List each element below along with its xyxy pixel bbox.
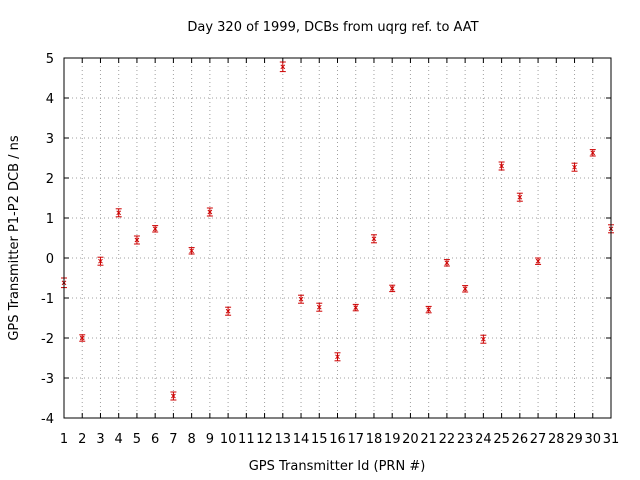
x-tick-label: 8 <box>187 432 195 447</box>
x-tick-label: 3 <box>96 432 104 447</box>
data-point <box>480 334 487 344</box>
x-tick-label: 18 <box>366 432 383 447</box>
x-tick-label: 6 <box>151 432 159 447</box>
data-point <box>316 302 323 312</box>
x-tick-label: 25 <box>493 432 510 447</box>
y-tick-label: 3 <box>46 132 54 147</box>
point-marker <box>353 305 359 310</box>
point-marker <box>462 286 468 292</box>
x-tick-label: 27 <box>530 432 547 447</box>
point-marker <box>389 286 395 291</box>
x-tick-label: 11 <box>238 432 255 447</box>
point-marker <box>116 210 122 216</box>
data-point <box>225 306 232 316</box>
data-point <box>152 225 159 233</box>
point-marker <box>590 150 596 156</box>
data-point <box>370 234 377 244</box>
plot-frame <box>63 57 612 419</box>
data-point <box>279 61 286 73</box>
x-tick-label: 17 <box>347 432 364 447</box>
data-point <box>188 247 195 255</box>
point-marker <box>371 236 377 242</box>
data-point <box>352 303 359 312</box>
data-point <box>425 305 432 314</box>
point-marker <box>134 237 140 243</box>
x-tick-label: 31 <box>603 432 620 447</box>
data-point <box>334 352 341 362</box>
y-tick-label: 1 <box>46 212 54 227</box>
x-tick-label: 28 <box>548 432 565 447</box>
x-tick-label: 19 <box>384 432 401 447</box>
y-tick-label: 5 <box>46 52 54 67</box>
x-tick-label: 9 <box>206 432 214 447</box>
y-tick-label: -1 <box>41 292 54 307</box>
data-point <box>535 257 542 265</box>
grid-layer <box>64 58 611 418</box>
point-marker <box>535 258 541 264</box>
x-tick-label: 13 <box>275 432 292 447</box>
data-point <box>498 161 505 171</box>
x-axis-label: GPS Transmitter Id (PRN #) <box>249 459 426 474</box>
point-marker <box>280 64 286 70</box>
point-marker <box>426 307 432 312</box>
point-marker <box>152 226 158 232</box>
y-tick-label: 0 <box>46 252 54 267</box>
data-point <box>589 149 596 157</box>
data-point <box>443 259 450 267</box>
point-marker <box>481 336 486 342</box>
point-marker <box>298 296 304 302</box>
data-point <box>170 391 177 401</box>
data-point <box>115 208 122 218</box>
x-tick-label: 20 <box>402 432 419 447</box>
data-point <box>206 207 213 217</box>
point-marker <box>444 260 450 266</box>
y-tick-label: -4 <box>41 412 54 427</box>
data-point <box>571 162 578 172</box>
point-marker <box>335 354 340 360</box>
y-tick-label: -2 <box>41 332 54 347</box>
point-marker <box>499 163 504 169</box>
x-tick-label: 26 <box>512 432 529 447</box>
point-marker <box>225 308 231 314</box>
x-tick-label: 10 <box>220 432 237 447</box>
chart-title: Day 320 of 1999, DCBs from uqrg ref. to … <box>187 20 478 35</box>
point-layer <box>61 61 614 401</box>
y-tick-label: 4 <box>46 92 54 107</box>
x-tick-label: 22 <box>439 432 456 447</box>
point-marker <box>316 304 322 310</box>
x-tick-label: 15 <box>311 432 328 447</box>
data-point <box>298 294 305 304</box>
y-tick-label: 2 <box>46 172 54 187</box>
x-tick-label: 5 <box>133 432 141 447</box>
x-tick-label: 24 <box>475 432 492 447</box>
point-marker <box>98 258 103 264</box>
point-marker <box>207 209 213 215</box>
point-marker <box>572 164 577 170</box>
data-point <box>389 284 396 293</box>
x-tick-label: 16 <box>329 432 346 447</box>
data-point <box>79 334 86 342</box>
point-marker <box>517 194 523 200</box>
data-point <box>133 235 140 245</box>
y-tick-label: -3 <box>41 372 54 387</box>
x-tick-label: 7 <box>169 432 177 447</box>
x-tick-label: 4 <box>115 432 123 447</box>
x-tick-label: 1 <box>60 432 68 447</box>
x-tick-label: 29 <box>566 432 583 447</box>
y-axis-label: GPS Transmitter P1-P2 DCB / ns <box>7 135 22 341</box>
x-tick-label: 14 <box>293 432 310 447</box>
point-marker <box>79 335 85 341</box>
x-tick-label: 30 <box>584 432 601 447</box>
point-marker <box>171 393 176 399</box>
data-point <box>516 192 523 202</box>
x-tick-label: 12 <box>256 432 273 447</box>
data-point <box>97 256 104 266</box>
x-tick-label: 23 <box>457 432 474 447</box>
point-marker <box>189 248 194 254</box>
x-tick-label: 21 <box>420 432 437 447</box>
x-tick-label: 2 <box>78 432 86 447</box>
data-point <box>462 285 469 293</box>
